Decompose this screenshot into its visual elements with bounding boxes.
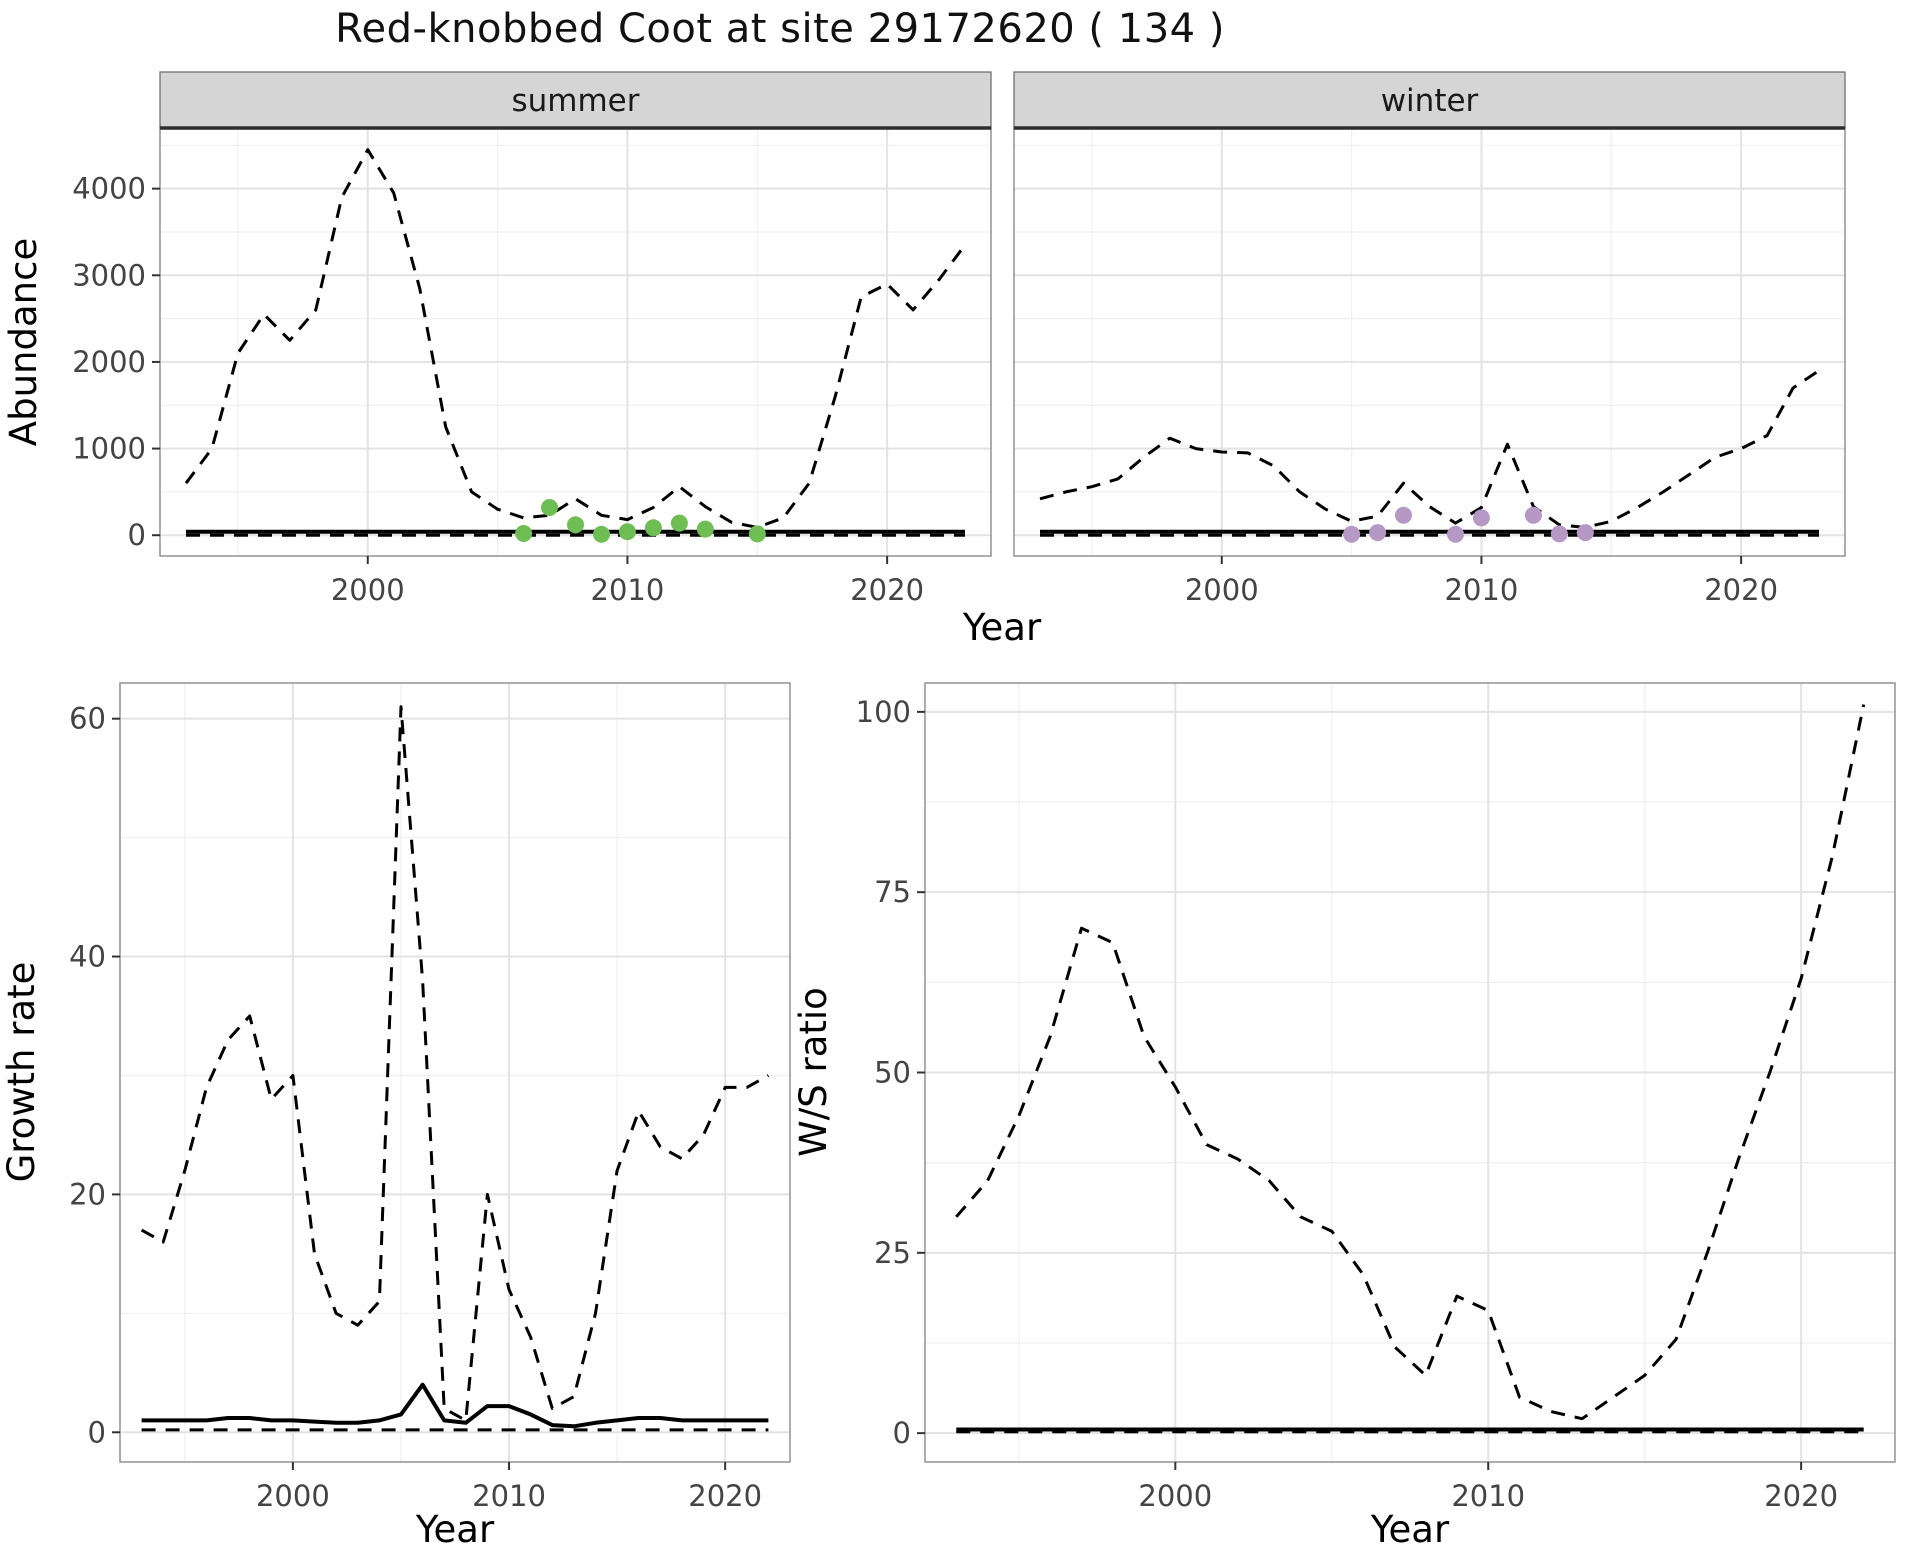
growth-and-ws-ratio-charts: 2000 2010 2020 0 20 40 60 2000 2010 2020 0 25 50 75 10… — [0, 682, 1896, 1551]
axis-title: Year — [415, 1508, 495, 1551]
x-tick-label: 2010 — [1451, 1479, 1525, 1513]
x-tick-label: 2010 — [472, 1479, 546, 1513]
x-tick-label: 2020 — [1704, 573, 1778, 607]
x-tick-label: 2000 — [331, 573, 405, 607]
x-tick-label: 2010 — [591, 573, 665, 607]
upper_ci-line — [955, 704, 1866, 1421]
axis-title: Abundance — [2, 238, 45, 446]
y-tick-label: 2000 — [72, 345, 146, 379]
y-tick-label: 25 — [874, 1236, 911, 1270]
observed_counts-points — [1343, 506, 1594, 543]
y-tick-label: 0 — [128, 518, 146, 552]
panel-abundance_summer: 2000 2010 2020 0 1000 2000 3000 4000 summer — [72, 71, 992, 607]
axis-title: W/S ratio — [792, 987, 835, 1157]
upper_ci-line — [140, 705, 770, 1422]
figure-title: Red-knobbed Coot at site 29172620 ( 134 … — [335, 6, 1225, 52]
panel-ws_ratio: 2000 2010 2020 0 25 50 75 100 — [856, 682, 1896, 1513]
facet-strip-label: winter — [1381, 83, 1479, 119]
axis-title: Year — [1370, 1508, 1450, 1551]
observed_counts-points — [515, 499, 766, 543]
axis-title: Growth rate — [0, 962, 43, 1183]
y-tick-label: 75 — [874, 875, 911, 909]
y-tick-label: 4000 — [72, 172, 146, 206]
facet-strip — [159, 71, 992, 129]
x-tick-label: 2000 — [256, 1479, 330, 1513]
y-tick-label: 0 — [893, 1416, 911, 1450]
y-tick-label: 3000 — [72, 258, 146, 292]
estimate-line — [141, 1382, 769, 1429]
panel-abundance_winter: 2000 2010 2020 winter — [1013, 71, 1846, 607]
x-tick-label: 2010 — [1445, 573, 1519, 607]
y-tick-label: 0 — [88, 1415, 106, 1449]
x-tick-label: 2000 — [1185, 573, 1259, 607]
y-tick-label: 60 — [69, 702, 106, 736]
y-tick-label: 20 — [69, 1177, 106, 1211]
facet-strip-label: summer — [511, 83, 639, 119]
y-tick-label: 40 — [69, 940, 106, 974]
y-tick-label: 50 — [874, 1056, 911, 1090]
upper_ci-line — [184, 148, 967, 529]
x-tick-label: 2020 — [850, 573, 924, 607]
y-tick-label: 1000 — [72, 432, 146, 466]
axis-title: Year — [962, 606, 1042, 649]
x-tick-label: 2020 — [688, 1479, 762, 1513]
upper_ci-line — [1039, 369, 1820, 529]
x-tick-label: 2020 — [1764, 1479, 1838, 1513]
x-tick-label: 2000 — [1138, 1479, 1212, 1513]
panel-growth_rate: 2000 2010 2020 0 20 40 60 — [69, 682, 791, 1513]
y-tick-label: 100 — [856, 695, 911, 729]
